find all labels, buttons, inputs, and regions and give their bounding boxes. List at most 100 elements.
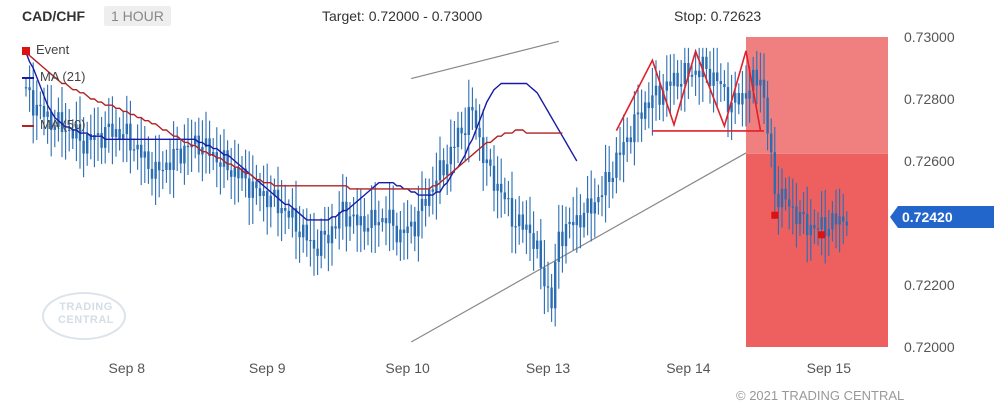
candle-body: [658, 85, 661, 105]
candle-body: [618, 152, 622, 155]
candle-body: [640, 112, 643, 119]
candle-92: [356, 188, 359, 252]
candle-body: [464, 133, 467, 135]
y-axis: 0.730000.728000.726000.724000.722000.720…: [904, 29, 955, 355]
candle-202: [752, 56, 755, 104]
candle-104: [399, 210, 402, 261]
candle-body: [262, 191, 265, 196]
candle-109: [417, 185, 420, 262]
candle-body: [370, 209, 373, 228]
candle-34: [147, 136, 150, 184]
candle-65: [258, 172, 262, 212]
candle-body: [294, 208, 298, 232]
candle-103: [395, 212, 398, 256]
candle-body: [168, 162, 172, 171]
candle-body: [442, 160, 445, 176]
candle-body: [255, 181, 258, 189]
x-tick-label: Sep 8: [109, 360, 146, 376]
candle-51: [208, 120, 211, 174]
candle-body: [748, 90, 751, 99]
candle-body: [323, 230, 326, 235]
timeframe-button[interactable]: 1 HOUR: [104, 6, 171, 26]
candle-body: [539, 240, 542, 268]
candle-body: [233, 167, 236, 177]
candle-20: [96, 107, 100, 161]
candle-102: [392, 185, 395, 251]
candle-35: [150, 152, 154, 196]
candle-75: [294, 180, 298, 260]
candle-135: [510, 171, 514, 253]
candle-219: [813, 209, 816, 245]
candle-133: [503, 177, 506, 214]
candle-body: [579, 215, 582, 228]
candle-76: [298, 206, 301, 263]
candle-84: [327, 206, 330, 272]
candle-body: [410, 221, 413, 227]
ma50-line: [25, 51, 563, 190]
candle-body: [392, 209, 395, 226]
candle-body: [474, 110, 478, 128]
logo-ring: [42, 292, 126, 340]
candle-111: [424, 178, 427, 227]
candle-body: [762, 79, 766, 98]
candle-body: [417, 210, 420, 237]
price-pointer-icon: [890, 206, 898, 228]
candle-body: [104, 127, 107, 148]
candle-30: [132, 138, 136, 162]
target-zone: [746, 37, 888, 347]
candle-156: [586, 175, 589, 236]
candle-body: [586, 198, 589, 213]
candle-body: [345, 201, 348, 227]
candle-body: [507, 198, 510, 200]
candle-body: [554, 261, 557, 309]
candle-50: [204, 111, 208, 174]
candle-body: [726, 87, 730, 113]
candle-48: [197, 117, 200, 173]
candle-52: [212, 137, 215, 171]
candle-14: [75, 101, 78, 162]
candle-183: [683, 47, 686, 112]
candle-body: [572, 221, 575, 226]
event-marker-0: [771, 211, 779, 219]
candle-body: [86, 133, 89, 154]
candle-body: [377, 222, 380, 226]
candle-138: [521, 201, 524, 243]
candle-107: [410, 204, 413, 244]
y-tick-label: 0.73000: [904, 29, 955, 45]
candle-body: [179, 148, 182, 164]
candle-body: [737, 93, 740, 105]
candle-207: [770, 118, 773, 168]
candle-178: [665, 55, 668, 117]
candle-body: [550, 287, 553, 309]
candle-160: [600, 176, 604, 217]
candle-body: [766, 97, 769, 134]
candle-209: [777, 166, 780, 235]
candle-body: [143, 151, 146, 158]
candle-body: [320, 230, 323, 256]
candle-body: [316, 248, 319, 256]
candle-body: [53, 127, 56, 130]
candle-body: [791, 206, 794, 208]
candle-body: [269, 195, 272, 208]
y-tick-label: 0.72000: [904, 339, 955, 355]
candle-13: [71, 119, 74, 150]
candle-96: [370, 185, 373, 253]
candle-body: [777, 193, 780, 208]
candle-72: [284, 184, 287, 235]
candle-body: [478, 127, 481, 138]
candle-39: [165, 149, 168, 183]
candle-163: [611, 161, 614, 199]
candle-44: [183, 124, 186, 185]
candle-body: [438, 160, 442, 181]
candle-196: [730, 74, 733, 141]
candle-168: [629, 125, 632, 154]
candle-body: [114, 129, 118, 137]
candle-226: [838, 188, 841, 253]
candle-127: [482, 109, 485, 191]
candle-29: [129, 100, 132, 174]
candle-216: [802, 192, 805, 234]
candle-body: [780, 188, 784, 208]
candle-45: [186, 118, 190, 175]
trading-central-logo: TRADING CENTRAL: [42, 292, 126, 340]
candle-body: [816, 228, 820, 230]
